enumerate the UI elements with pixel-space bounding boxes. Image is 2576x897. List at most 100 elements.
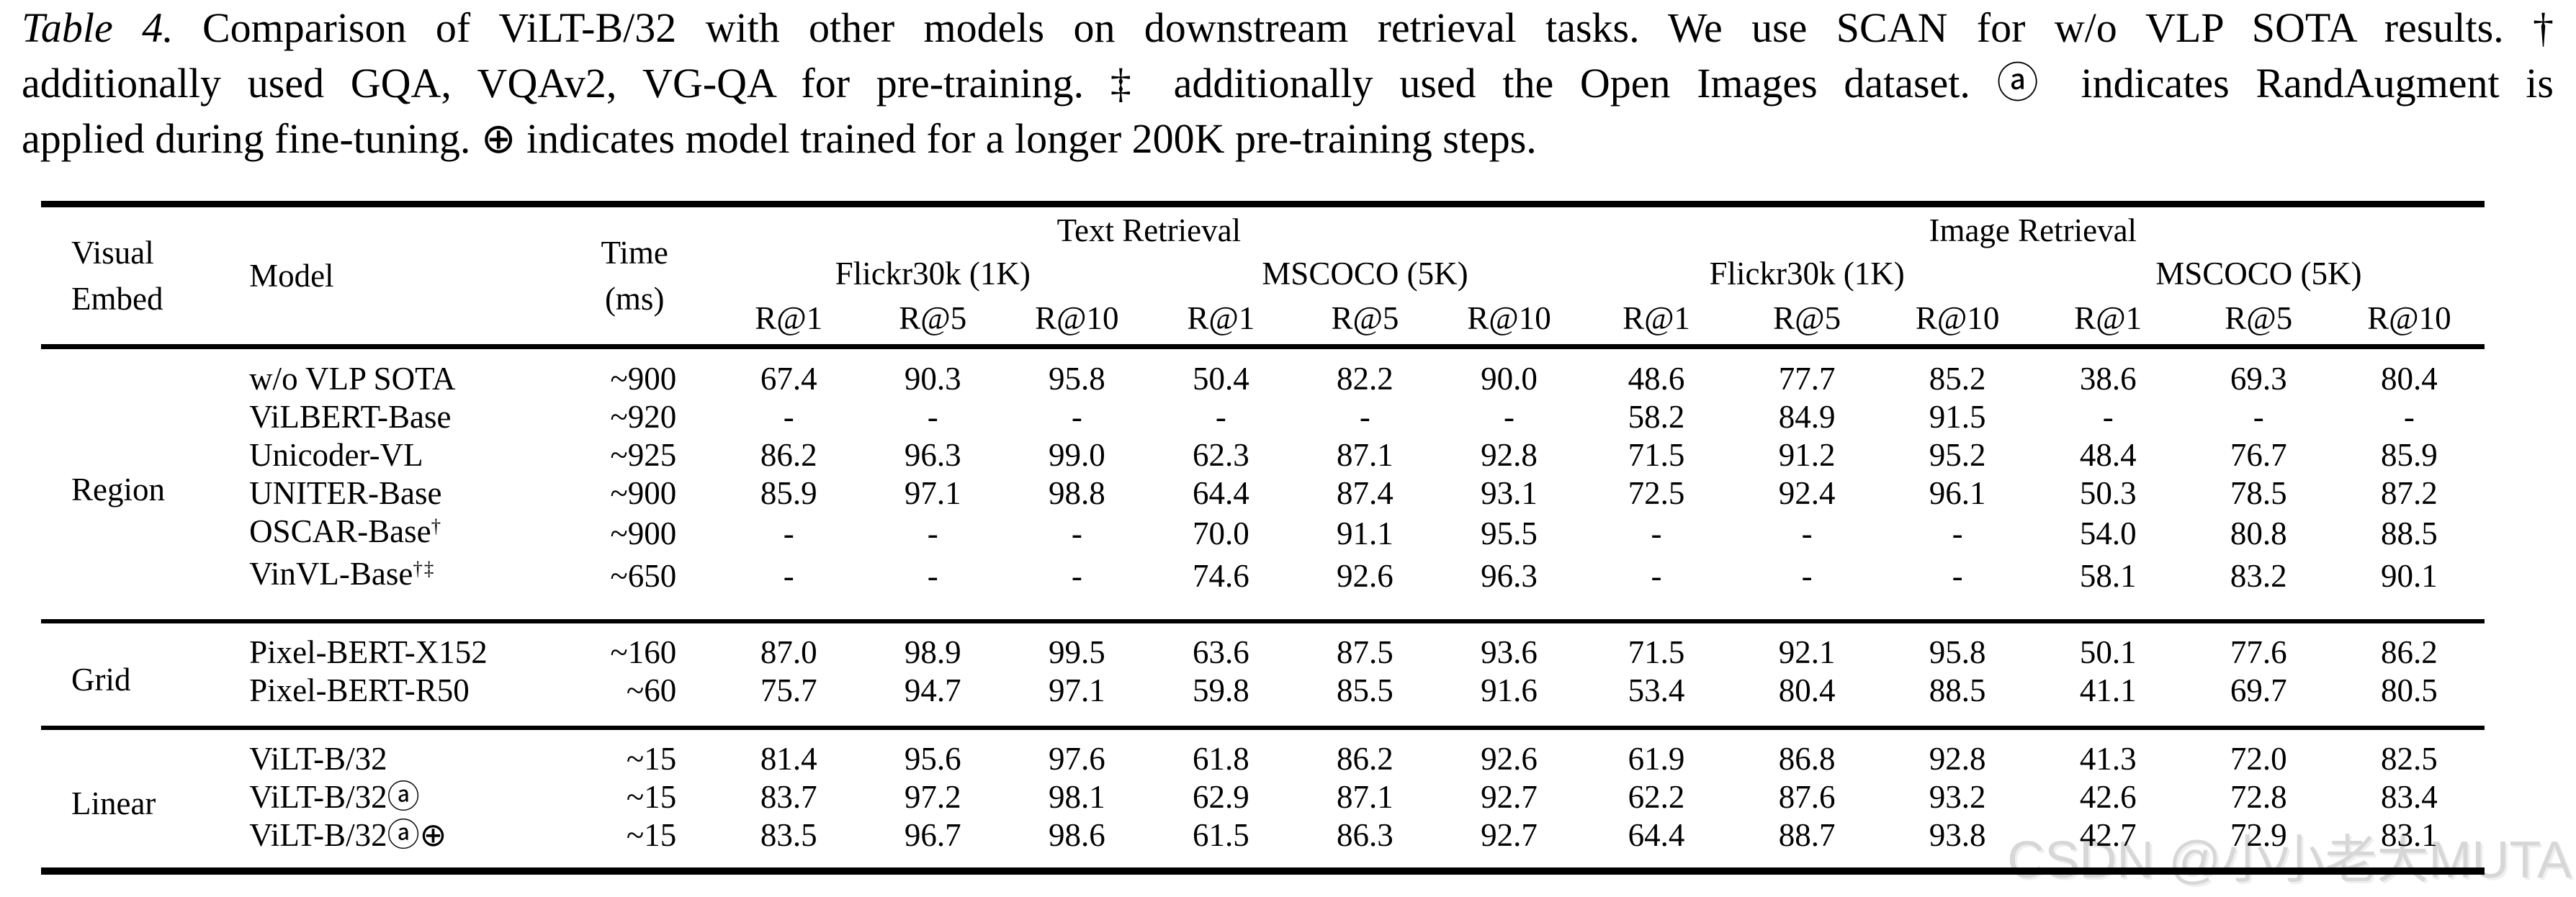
metric-value-cell: 72.5	[1628, 475, 1685, 511]
metric-value-cell: 62.2	[1628, 779, 1685, 815]
results-table: Visual Embed Model Time (ms) Text Retrie…	[41, 201, 2485, 875]
model-name: VinVL-Base	[249, 556, 413, 592]
caption-text-3: applied during fine-tuning. ⊕ indicates …	[22, 115, 1537, 162]
metric-value-cell: 80.5	[2381, 672, 2438, 708]
metric-value-cell: 64.4	[1193, 475, 1249, 511]
table-row: ViLT-B/32ⓐ ~15 83.7 97.2 98.1 62.9 87.1 92.7 62.…	[41, 778, 2485, 816]
metric-value-cell: 93.1	[1481, 475, 1538, 511]
model-name: ViLT-B/32ⓐ⊕	[249, 817, 447, 853]
table-row: ViLT-B/32ⓐ⊕ ~15 83.5 96.7 98.6 61.5 86.3 92.7 64…	[41, 816, 2485, 871]
metric-value-cell: 80.4	[1778, 672, 1836, 708]
metric-value-cell: 80.4	[2381, 361, 2438, 397]
metric-value-cell: 71.5	[1628, 437, 1685, 473]
metric-value-cell: 92.6	[1337, 558, 1394, 594]
metric-value-cell: 88.7	[1778, 817, 1836, 853]
metric-value-cell: 42.6	[2079, 779, 2137, 815]
time-cell: ~920	[610, 399, 677, 435]
metric-value-cell: 83.4	[2381, 779, 2438, 815]
visual-embed-cell: Linear	[71, 785, 156, 821]
metric-value-cell: -	[1801, 558, 1813, 594]
metric-value-cell: 54.0	[2079, 515, 2137, 551]
metric-value-cell: -	[783, 399, 794, 435]
metric-value-cell: -	[1071, 399, 1082, 435]
header-metric-r10: R@10	[1915, 300, 2000, 336]
caption-line-2: additionally used GQA, VQAv2, VG-QA for …	[22, 55, 2554, 111]
metric-value-cell: -	[927, 515, 938, 551]
metric-value-cell: 86.3	[1337, 817, 1394, 853]
metric-value-cell: 76.7	[2230, 437, 2287, 473]
metric-value-cell: 83.5	[760, 817, 817, 853]
metric-value-cell: 48.4	[2079, 437, 2137, 473]
metric-value-cell: 78.5	[2230, 475, 2287, 511]
metric-value-cell: 61.5	[1193, 817, 1249, 853]
model-cell: ViLBERT-Base	[232, 398, 552, 436]
header-time-line1: Time	[601, 235, 668, 271]
metric-value-cell: 96.1	[1929, 475, 1986, 511]
header-metric-r5: R@5	[1773, 300, 1841, 336]
metric-value-cell: 95.2	[1929, 437, 1986, 473]
model-cell: Pixel-BERT-X152	[232, 621, 552, 672]
metric-value-cell: 92.6	[1481, 741, 1538, 777]
header-text-retrieval: Text Retrieval	[1056, 212, 1242, 248]
metric-value-cell: 93.2	[1929, 779, 1986, 815]
metric-value-cell: 50.1	[2079, 634, 2137, 670]
metric-value-cell: 97.6	[1048, 741, 1105, 777]
model-name: ViLT-B/32ⓐ	[249, 779, 420, 815]
metric-value-cell: 74.6	[1193, 558, 1249, 594]
header-visual-embed: Visual Embed	[41, 204, 232, 347]
header-visual-embed-line1: Visual	[71, 235, 154, 271]
header-ir-flickr30k: Flickr30k (1K)	[1709, 256, 1905, 292]
time-cell: ~925	[610, 437, 677, 473]
model-cell: w/o VLP SOTA	[232, 347, 552, 399]
time-cell: ~900	[610, 361, 677, 397]
metric-value-cell: 99.0	[1048, 437, 1105, 473]
metric-value-cell: 97.1	[904, 475, 961, 511]
model-name: UNITER-Base	[249, 475, 442, 511]
metric-value-cell: 91.1	[1337, 515, 1394, 551]
metric-value-cell: 50.3	[2079, 475, 2137, 511]
metric-value-cell: 98.8	[1048, 475, 1105, 511]
metric-value-cell: 90.1	[2381, 558, 2438, 594]
model-superscript: †	[431, 515, 443, 537]
time-cell: ~900	[610, 475, 677, 511]
visual-embed-cell: Region	[71, 471, 165, 508]
metric-value-cell: 61.9	[1628, 741, 1685, 777]
metric-value-cell: -	[1952, 515, 1963, 551]
metric-value-cell: -	[2253, 399, 2264, 435]
time-cell: ~15	[626, 817, 677, 853]
metric-value-cell: 90.3	[904, 361, 961, 397]
header-metric-r1: R@1	[1623, 300, 1691, 336]
metric-value-cell: 96.3	[904, 437, 961, 473]
model-cell: VinVL-Base†‡	[232, 555, 552, 621]
metric-value-cell: 77.7	[1778, 361, 1836, 397]
header-ir-mscoco: MSCOCO (5K)	[2155, 256, 2362, 292]
header-visual-embed-line2: Embed	[71, 281, 163, 317]
metric-value-cell: 88.5	[2381, 515, 2438, 551]
table-row: UNITER-Base ~900 85.9 97.1 98.8 64.4 87.4 93.1 7…	[41, 474, 2485, 513]
metric-value-cell: 69.3	[2230, 361, 2287, 397]
metric-value-cell: 84.9	[1778, 399, 1836, 435]
header-metric-r10: R@10	[1035, 300, 1119, 336]
header-row-metrics: R@1 R@5 R@10 R@1 R@5 R@10 R@1 R@5 R@10 R…	[41, 295, 2485, 347]
metric-value-cell: 59.8	[1193, 672, 1249, 708]
caption-line-1: Table 4. Comparison of ViLT-B/32 with ot…	[22, 0, 2554, 55]
metric-value-cell: 67.4	[760, 361, 817, 397]
metric-value-cell: 92.4	[1778, 475, 1836, 511]
metric-value-cell: 85.9	[760, 475, 817, 511]
metric-value-cell: 92.7	[1481, 817, 1538, 853]
metric-value-cell: 87.6	[1778, 779, 1836, 815]
header-metric-r5: R@5	[899, 300, 967, 336]
header-metric-r5: R@5	[2225, 300, 2293, 336]
metric-value-cell: 58.2	[1628, 399, 1685, 435]
model-cell: UNITER-Base	[232, 474, 552, 513]
metric-value-cell: 98.9	[904, 634, 961, 670]
header-time-line2: (ms)	[604, 281, 665, 317]
metric-value-cell: 58.1	[2079, 558, 2137, 594]
metric-value-cell: 99.5	[1048, 634, 1105, 670]
metric-value-cell: 86.2	[2381, 634, 2438, 670]
table-header: Visual Embed Model Time (ms) Text Retrie…	[41, 204, 2485, 347]
header-metric-r1: R@1	[755, 300, 823, 336]
caption-text-1: Comparison of ViLT-B/32 with other model…	[173, 4, 2554, 51]
metric-value-cell: -	[1651, 558, 1662, 594]
metric-value-cell: 91.5	[1929, 399, 1986, 435]
